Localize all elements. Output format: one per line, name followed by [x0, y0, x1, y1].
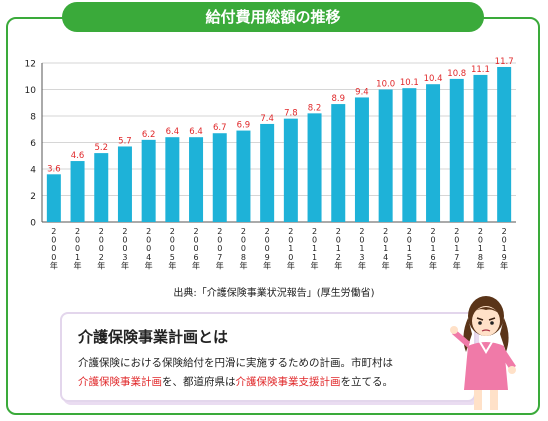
bar	[189, 137, 204, 222]
bar	[260, 123, 275, 222]
data-label: 10.0	[376, 80, 395, 90]
girl-illustration	[450, 296, 516, 410]
data-label: 7.4	[260, 114, 274, 124]
data-label: 10.8	[447, 69, 466, 79]
data-label: 4.6	[71, 151, 85, 161]
info-highlight-plan: 介護保険事業計画	[78, 376, 162, 388]
data-label: 9.4	[355, 87, 369, 97]
bar	[426, 84, 441, 222]
bar	[497, 66, 512, 222]
bar	[283, 118, 298, 222]
bar	[378, 89, 393, 222]
bar	[165, 137, 180, 222]
bar	[70, 161, 85, 222]
info-box-text: 介護保険における保険給付を円滑に実施するための計画。市町村は 介護保険事業計画を…	[78, 354, 468, 392]
data-label: 6.4	[189, 127, 203, 137]
bar	[307, 113, 322, 222]
data-label: 5.2	[94, 143, 108, 153]
bar-chart: 0 2 4 6 8 10 12 3.6 2 0 0 0 年 4.6 2 0 0 1 年 5.2 2 0 0 2 年 5.7 2 0 0 3…	[25, 57, 516, 270]
y-tick-label: 10	[25, 86, 37, 96]
chart-title: 給付費用総額の推移	[62, 2, 484, 32]
data-label: 8.2	[308, 103, 322, 113]
bar	[236, 130, 251, 222]
info-text-line1: 介護保険における保険給付を円滑に実施するための計画。市町村は	[78, 357, 393, 369]
data-label: 10.1	[400, 78, 419, 88]
data-label: 7.8	[284, 109, 298, 119]
info-text-mid: を、都道府県は	[162, 376, 236, 388]
data-label: 5.7	[118, 136, 132, 146]
y-tick-label: 4	[30, 166, 36, 176]
bar	[212, 133, 227, 222]
data-label: 6.2	[142, 130, 156, 140]
info-box: 介護保険事業計画とは 介護保険における保険給付を円滑に実施するための計画。市町村…	[60, 312, 476, 402]
data-label: 10.4	[424, 74, 443, 84]
y-tick-label: 8	[30, 113, 36, 123]
data-label: 11.1	[471, 65, 490, 75]
bar	[354, 97, 369, 222]
bar	[117, 146, 132, 222]
data-label: 3.6	[47, 164, 61, 174]
source-note: 出典:「介護保険事業状況報告」(厚生労働省)	[173, 288, 375, 299]
y-tick-label: 6	[30, 139, 36, 149]
bar	[46, 174, 61, 222]
y-tick-label: 12	[25, 60, 36, 70]
data-label: 6.9	[237, 121, 251, 131]
y-tick-label: 2	[30, 192, 36, 202]
info-highlight-support-plan: 介護保険事業支援計画	[235, 376, 341, 388]
data-label: 11.7	[495, 57, 514, 67]
info-box-title: 介護保険事業計画とは	[78, 328, 229, 346]
data-label: 6.4	[166, 127, 180, 137]
info-text-end: を立てる。	[340, 376, 394, 388]
bar	[94, 153, 109, 222]
bar	[141, 139, 156, 222]
data-label: 6.7	[213, 123, 227, 133]
bar	[473, 74, 488, 222]
bar	[449, 78, 464, 223]
y-tick-label: 0	[30, 219, 36, 229]
bar	[402, 88, 417, 222]
data-label: 8.9	[331, 94, 345, 104]
bar	[331, 104, 346, 222]
